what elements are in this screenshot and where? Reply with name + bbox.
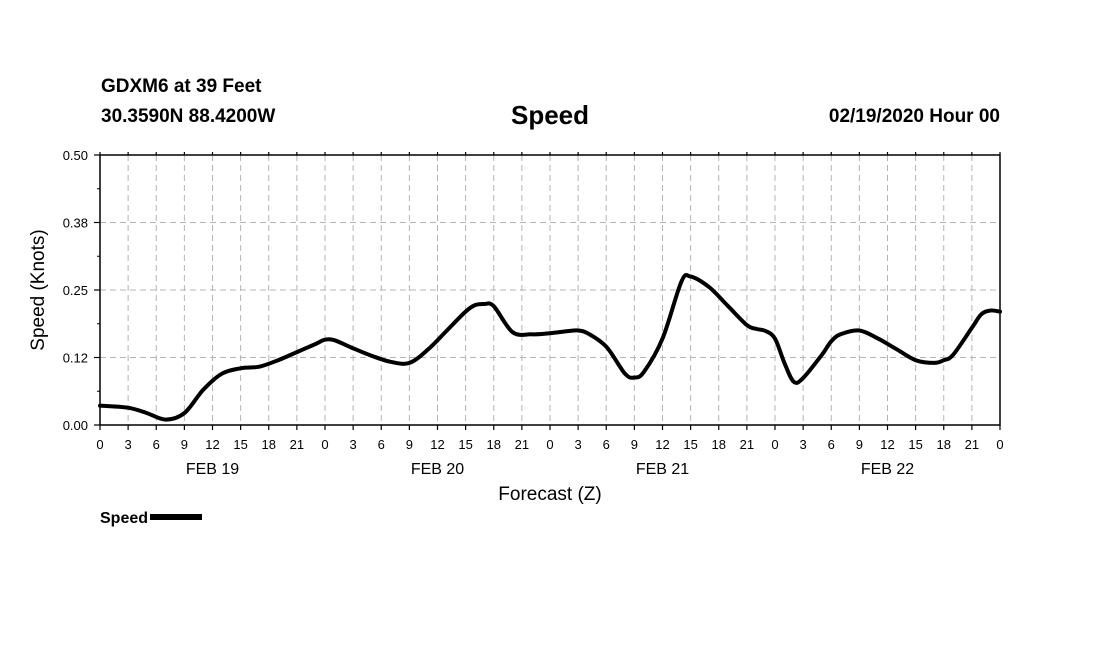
legend-label: Speed — [100, 510, 149, 527]
x-tick-label: 21 — [290, 437, 304, 452]
x-tick-label: 15 — [908, 437, 922, 452]
x-tick-label: 12 — [655, 437, 669, 452]
x-tick-label: 0 — [996, 437, 1003, 452]
day-label: FEB 21 — [636, 461, 689, 478]
x-tick-label: 9 — [181, 437, 188, 452]
station-label: GDXM6 at 39 Feet — [101, 76, 262, 97]
x-tick-label: 21 — [740, 437, 754, 452]
day-label: FEB 20 — [411, 461, 464, 478]
x-tick-label: 9 — [856, 437, 863, 452]
y-tick-label: 0.25 — [63, 283, 88, 298]
day-label: FEB 22 — [861, 461, 914, 478]
y-tick-label: 0.38 — [63, 216, 88, 231]
day-labels: FEB 19 FEB 20 FEB 21 FEB 22 — [186, 461, 914, 478]
y-tick-label: 0.00 — [63, 418, 88, 433]
x-axis-title: Forecast (Z) — [498, 484, 601, 505]
y-axis-title: Speed (Knots) — [28, 229, 49, 350]
x-tick-label: 0 — [321, 437, 328, 452]
x-tick-label: 9 — [631, 437, 638, 452]
x-tick-label: 6 — [153, 437, 160, 452]
y-tick-label: 0.12 — [63, 351, 88, 366]
x-tick-label: 3 — [800, 437, 807, 452]
x-tick-label: 0 — [96, 437, 103, 452]
chart-title: Speed — [510, 100, 590, 130]
x-tick-label: 12 — [205, 437, 219, 452]
x-tick-label: 0 — [771, 437, 778, 452]
legend: Speed — [100, 510, 203, 528]
x-tick-label: 9 — [406, 437, 413, 452]
x-tick-label: 18 — [937, 437, 951, 452]
x-tick-label: 21 — [515, 437, 529, 452]
x-tick-label: 3 — [125, 437, 132, 452]
x-tick-label: 6 — [603, 437, 610, 452]
plot-frame — [99, 154, 1001, 426]
forecast-datetime: 02/19/2020 Hour 00 — [828, 106, 1000, 127]
x-tick-label: 12 — [430, 437, 444, 452]
day-label: FEB 19 — [186, 461, 239, 478]
x-tick-label: 6 — [828, 437, 835, 452]
y-tick-label: 0.50 — [63, 148, 88, 163]
x-tick-label: 0 — [546, 437, 553, 452]
x-tick-label: 6 — [378, 437, 385, 452]
x-tick-label: 18 — [712, 437, 726, 452]
x-tick-label: 3 — [350, 437, 357, 452]
x-tick-label: 3 — [575, 437, 582, 452]
legend-swatch — [150, 513, 203, 520]
x-tick-label: 15 — [233, 437, 247, 452]
x-tick-label: 21 — [965, 437, 979, 452]
x-tick-label: 18 — [262, 437, 276, 452]
speed-series-line — [98, 272, 1002, 422]
coordinates-label: 30.3590N 88.4200W — [101, 106, 276, 127]
y-axis: 0.00 0.12 0.25 0.38 0.50 — [63, 148, 100, 433]
x-tick-label: 12 — [880, 437, 894, 452]
x-tick-label: 15 — [458, 437, 472, 452]
x-tick-label: 15 — [683, 437, 697, 452]
x-tick-label: 18 — [487, 437, 501, 452]
grid-lines — [100, 155, 1000, 425]
